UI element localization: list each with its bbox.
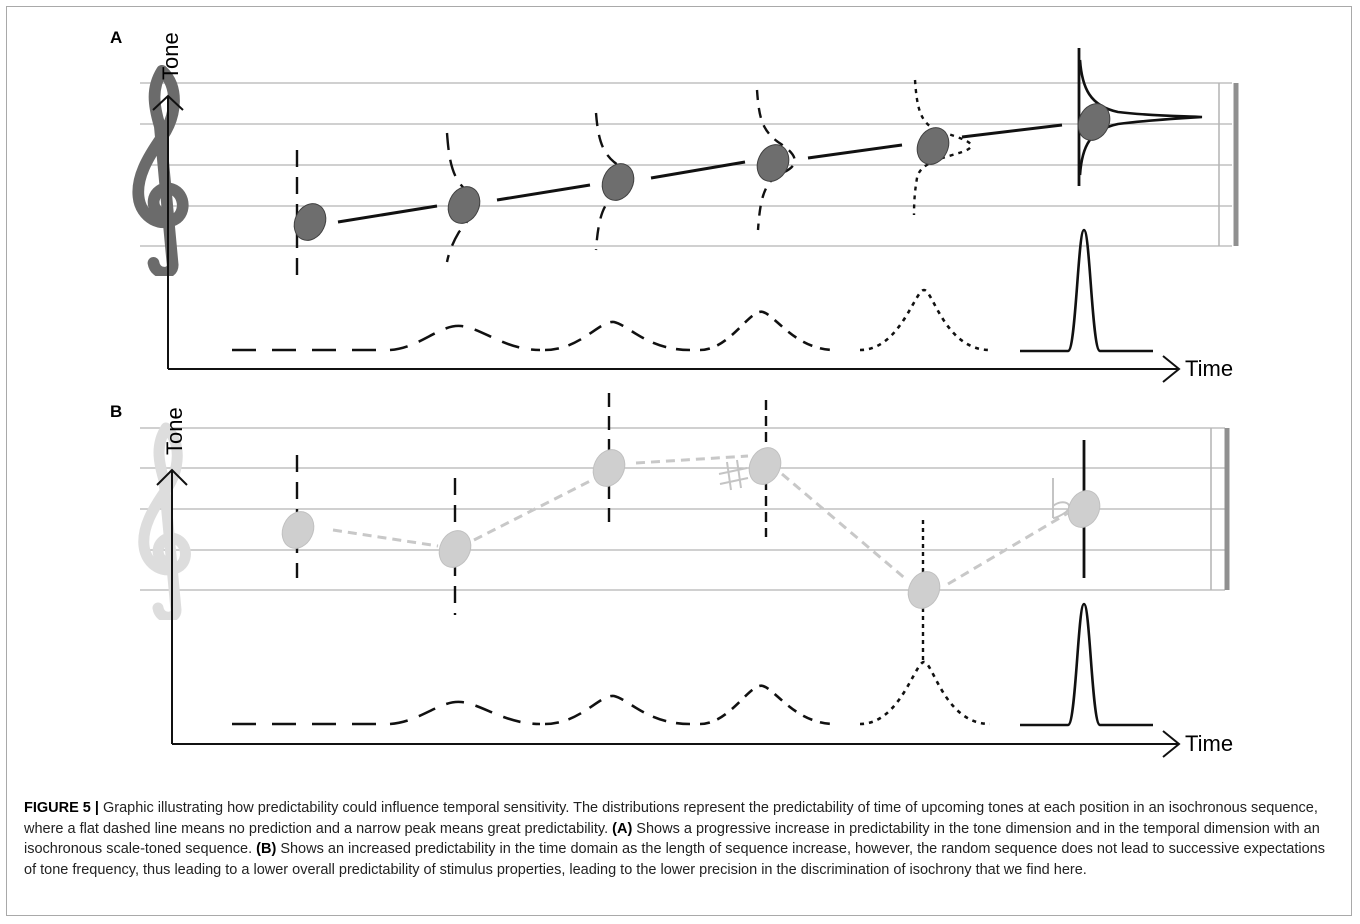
panel-b-axes: [156, 468, 1181, 758]
panel-a-axes: [152, 94, 1181, 383]
panel-a-time-dist-2: [389, 324, 541, 352]
panel-b-melody-line: [332, 454, 1069, 586]
panel-a: A Tone Time: [110, 28, 1239, 383]
sharp-icon: [718, 459, 749, 491]
panel-a-time-distributions: [232, 228, 1153, 353]
panel-b-tone-distributions: [295, 393, 1086, 660]
panel-a-staff: [140, 82, 1232, 247]
caption-b-ref: (B): [256, 841, 277, 857]
panel-b-note-4: [748, 447, 782, 485]
panel-a-time-dist-3: [544, 320, 691, 352]
panel-b-y-axis-label: Tone: [162, 407, 187, 455]
panel-b-x-axis-label: Time: [1185, 731, 1233, 756]
figure-caption: FIGURE 5 | Graphic illustrating how pred…: [24, 798, 1336, 880]
panel-a-time-dist-4: [699, 310, 836, 352]
panel-b-note-5: [907, 571, 941, 609]
panel-a-tone-dist-5: [912, 79, 973, 216]
panel-a-x-arrow: [1162, 355, 1181, 383]
flat-icon: [1052, 478, 1071, 519]
panel-a-tone-dist-4: [755, 89, 796, 231]
panel-b-time-dist-6: [1020, 602, 1153, 727]
panel-a-y-arrow: [152, 94, 184, 111]
panel-a-note-6: [1077, 103, 1111, 141]
panel-a-tone-distributions: [295, 48, 1203, 275]
panel-a-x-axis-label: Time: [1185, 356, 1233, 381]
panel-b-end-barline: [1210, 428, 1230, 590]
panel-b-time-distributions: [232, 602, 1153, 727]
panel-b: B Tone Time: [110, 393, 1233, 758]
panel-b-time-dist-4: [699, 684, 836, 726]
panel-b-x-arrow: [1162, 730, 1181, 758]
caption-intro: Graphic illustrating how predictability …: [24, 800, 1318, 837]
panel-b-note-2: [438, 530, 472, 568]
panel-a-note-3: [601, 163, 635, 201]
panel-a-treble-clef-icon: [138, 71, 182, 273]
panel-a-time-dist-6: [1020, 228, 1153, 353]
figure-frame: [6, 6, 1352, 916]
panel-b-notes: [281, 447, 1101, 609]
panel-b-time-dist-5: [859, 660, 991, 726]
caption-a-text: Shows a progressive increase in predicta…: [24, 820, 1320, 858]
panel-a-end-barline: [1218, 83, 1239, 246]
panel-a-time-dist-5: [859, 288, 991, 352]
panel-a-note-5: [916, 127, 950, 165]
panel-b-label: B: [110, 402, 122, 421]
panel-a-note-4: [756, 144, 790, 182]
panel-a-y-axis-label: Tone: [158, 32, 183, 80]
panel-a-note-2: [447, 186, 481, 224]
panel-b-note-1: [281, 511, 315, 549]
panel-b-treble-clef-icon: [144, 428, 186, 617]
panel-b-time-dist-2: [389, 700, 541, 726]
caption-a-ref: (A): [612, 820, 633, 837]
panel-b-note-6: [1067, 490, 1101, 528]
panel-b-time-dist-3: [544, 694, 691, 726]
panel-a-note-1: [293, 203, 327, 241]
panel-b-staff: [140, 427, 1225, 591]
panel-b-note-3: [592, 449, 626, 487]
panel-b-y-arrow: [156, 468, 188, 486]
panel-a-notes: [293, 103, 1111, 241]
caption-figure-label: FIGURE 5 |: [24, 800, 99, 816]
panel-a-melody-line: [337, 123, 1063, 224]
panel-b-accidentals: [718, 459, 1071, 519]
panel-a-label: A: [110, 28, 122, 47]
caption-b-text: Shows an increased predictability in the…: [24, 841, 1325, 878]
